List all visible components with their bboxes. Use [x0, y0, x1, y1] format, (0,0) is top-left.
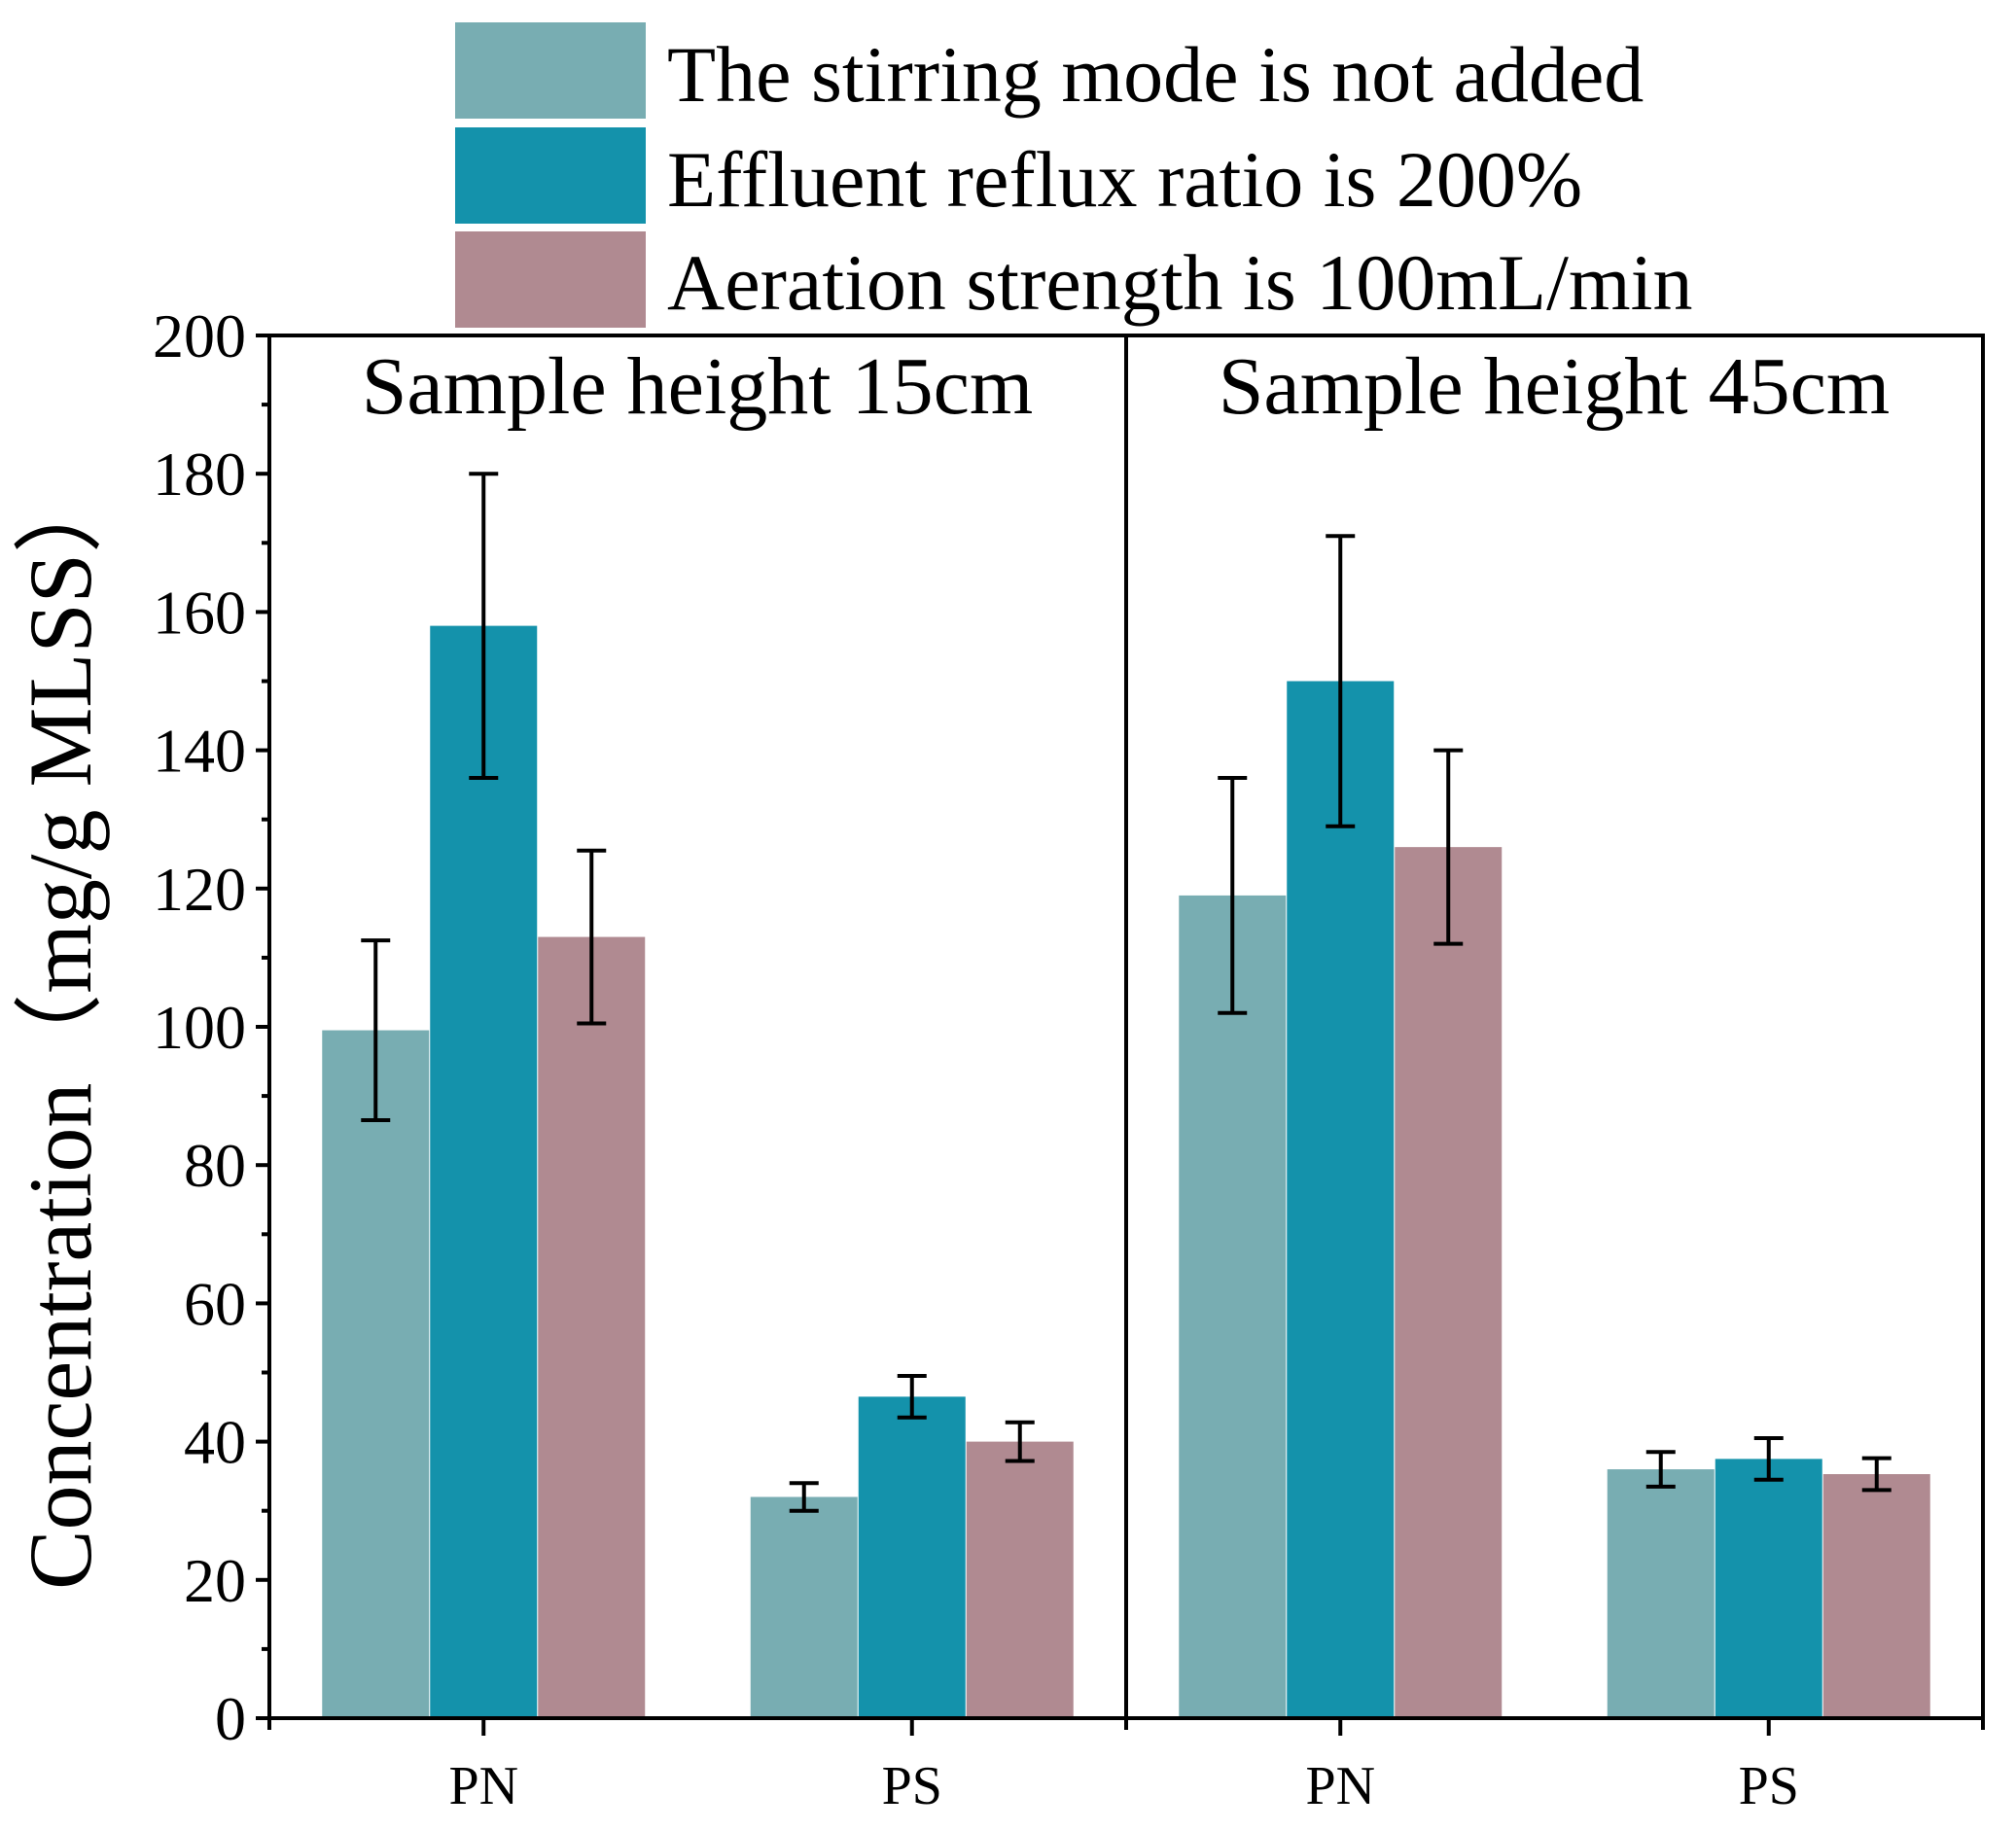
bar-sample-height-45cm-ps-s2 [1822, 1474, 1930, 1716]
y-tick-label: 120 [153, 855, 246, 924]
panel-title-0: Sample height 15cm [362, 341, 1034, 432]
legend-swatch-0 [455, 22, 646, 119]
x-tick-label: PS [1739, 1756, 1799, 1816]
bar-sample-height-45cm-ps-s1 [1715, 1459, 1822, 1716]
legend-label-0: The stirring mode is not added [667, 30, 1644, 119]
x-tick-label: PN [448, 1756, 518, 1816]
bar-sample-height-15cm-pn-s1 [430, 625, 538, 1716]
y-tick-label: 20 [184, 1546, 246, 1615]
y-tick-label: 180 [153, 440, 246, 509]
y-tick-label: 100 [153, 993, 246, 1062]
bar-sample-height-15cm-pn-s2 [538, 936, 646, 1716]
y-tick-label: 200 [153, 301, 246, 370]
legend-label-1: Effluent reflux ratio is 200% [667, 135, 1582, 224]
bar-sample-height-45cm-pn-s1 [1287, 681, 1395, 1716]
y-tick-label: 80 [184, 1131, 246, 1200]
legend: The stirring mode is not added Effluent … [455, 22, 1692, 328]
x-tick-label: PN [1305, 1756, 1375, 1816]
legend-label-2: Aeration strength is 100mL/min [667, 238, 1692, 327]
error-bars [361, 472, 1892, 1513]
y-tick-label: 40 [184, 1408, 246, 1477]
x-axis: PN PS PN PS [267, 1718, 1985, 1816]
y-axis: 0 20 40 60 80 100 120 140 160 180 200 [153, 301, 269, 1753]
y-tick-label: 60 [184, 1269, 246, 1338]
bar-sample-height-15cm-ps-s1 [858, 1396, 966, 1716]
bar-sample-height-15cm-ps-s0 [750, 1496, 858, 1716]
bar-sample-height-45cm-pn-s2 [1395, 847, 1503, 1716]
y-tick-label: 160 [153, 578, 246, 647]
bar-sample-height-45cm-pn-s0 [1179, 895, 1287, 1716]
bars [322, 625, 1930, 1716]
bar-sample-height-15cm-ps-s2 [966, 1441, 1074, 1716]
y-axis-title: Concentration（mg/g MLSS） [11, 464, 110, 1590]
legend-swatch-1 [455, 127, 646, 224]
y-tick-label: 0 [215, 1684, 246, 1753]
y-tick-label: 140 [153, 717, 246, 786]
panel-title-1: Sample height 45cm [1219, 341, 1891, 432]
x-tick-label: PS [882, 1756, 942, 1816]
bar-sample-height-45cm-ps-s0 [1607, 1469, 1715, 1716]
bar-sample-height-15cm-pn-s0 [322, 1030, 430, 1716]
legend-swatch-2 [455, 231, 646, 328]
